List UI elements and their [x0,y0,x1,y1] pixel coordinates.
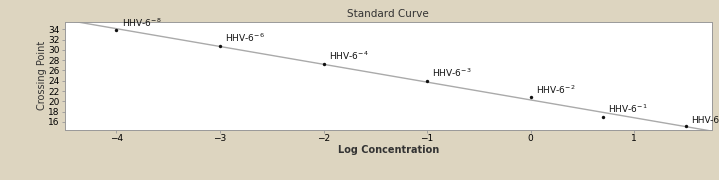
Point [525,96,536,99]
Text: HHV-6$^{-2}$: HHV-6$^{-2}$ [536,84,575,96]
Y-axis label: Crossing Point: Crossing Point [37,41,47,110]
Point [214,44,226,47]
Text: HHV-6$^{-6}$: HHV-6$^{-6}$ [225,32,265,44]
Point [597,115,609,118]
Text: HHV-6$^{-1}$: HHV-6$^{-1}$ [608,103,648,115]
Point [680,125,692,127]
Point [421,79,433,82]
Point [111,29,122,32]
X-axis label: Log Concentration: Log Concentration [338,145,439,155]
Title: Standard Curve: Standard Curve [347,9,429,19]
Text: HHV-6: HHV-6 [691,116,719,125]
Text: HHV-6$^{-8}$: HHV-6$^{-8}$ [122,17,161,29]
Text: HHV-6$^{-3}$: HHV-6$^{-3}$ [432,67,472,79]
Point [318,62,329,65]
Text: HHV-6$^{-4}$: HHV-6$^{-4}$ [329,50,368,62]
